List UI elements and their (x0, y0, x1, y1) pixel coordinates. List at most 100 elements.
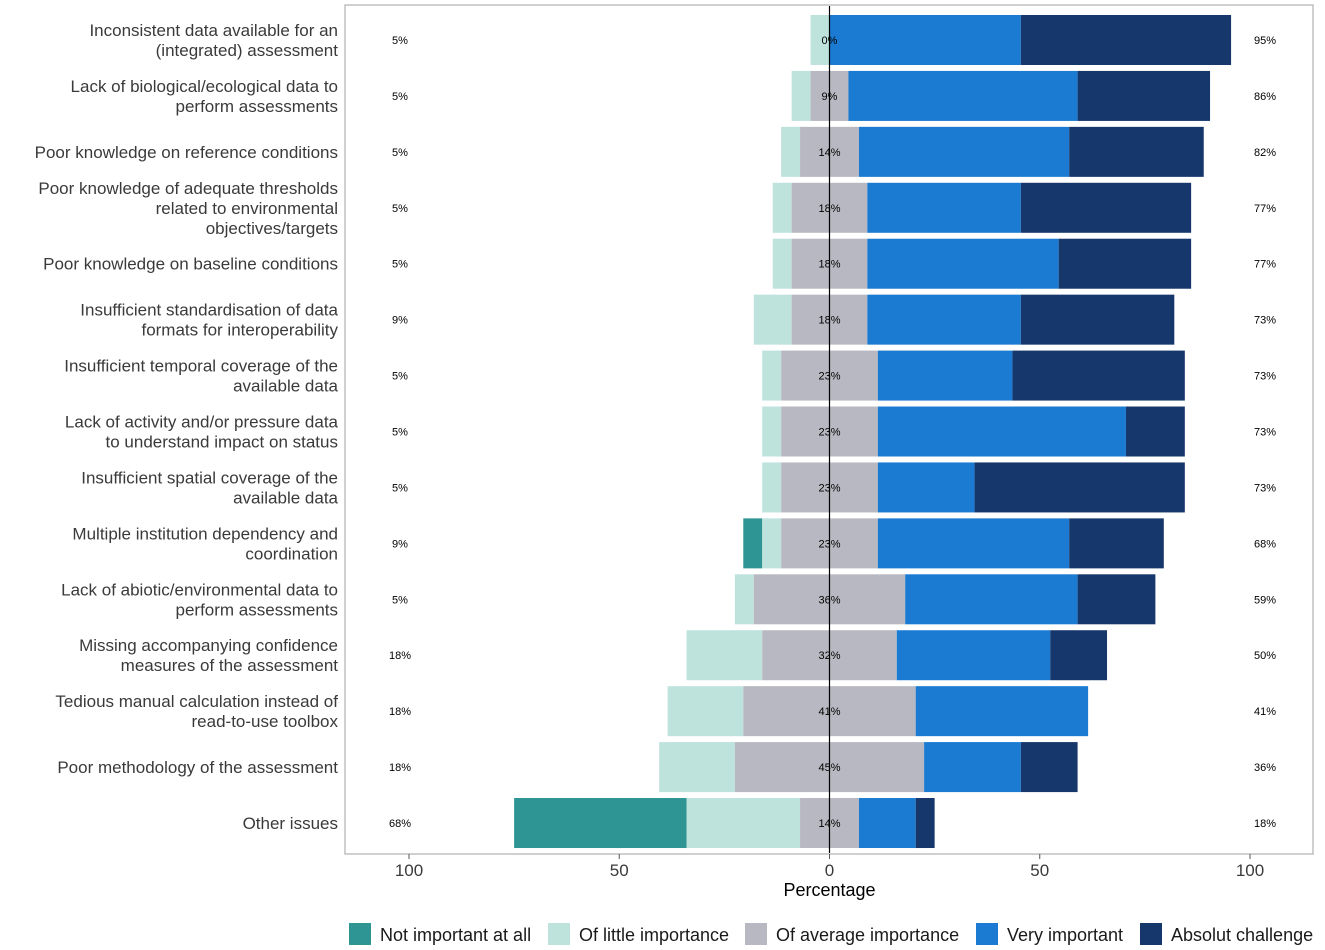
bar-5-segment-5 (1058, 238, 1192, 289)
mid-percent-label: 23% (818, 482, 840, 494)
low-percent-label: 18% (389, 762, 411, 774)
category-label: Inconsistent data available for an (integ… (89, 21, 338, 60)
x-tick-label: 50 (1030, 861, 1049, 880)
bar-4-segment-4 (867, 182, 1021, 233)
low-percent-label: 5% (392, 594, 408, 606)
low-percent-label: 5% (392, 259, 408, 271)
mid-percent-label: 0% (822, 35, 838, 47)
bar-8-segment-4 (877, 406, 1126, 457)
high-percent-label: 77% (1254, 203, 1276, 215)
low-percent-label: 68% (389, 818, 411, 830)
bar-14-segment-5 (1020, 742, 1078, 793)
bar-9-segment-4 (877, 462, 975, 513)
bar-10-segment-4 (877, 518, 1070, 569)
low-percent-label: 18% (389, 650, 411, 662)
legend-label: Of little importance (579, 925, 729, 945)
bar-11-segment-5 (1077, 574, 1156, 625)
low-percent-label: 5% (392, 371, 408, 383)
mid-percent-label: 14% (818, 818, 840, 830)
category-label: Tedious manual calculation instead of rea… (55, 692, 338, 731)
mid-percent-label: 23% (818, 427, 840, 439)
low-percent-label: 9% (392, 538, 408, 550)
category-label: Poor knowledge of adequate thresholds rel… (38, 179, 338, 238)
low-percent-label: 5% (392, 482, 408, 494)
bar-4-segment-2 (772, 182, 792, 233)
bar-12-segment-2 (686, 630, 763, 681)
bar-7-segment-4 (877, 350, 1013, 401)
category-label: Other issues (243, 814, 338, 833)
high-percent-label: 73% (1254, 482, 1276, 494)
bar-15-segment-2 (686, 798, 801, 849)
mid-percent-label: 32% (818, 650, 840, 662)
high-percent-label: 86% (1254, 91, 1276, 103)
bar-4-segment-5 (1020, 182, 1192, 233)
mid-percent-label: 18% (818, 315, 840, 327)
high-percent-label: 41% (1254, 706, 1276, 718)
legend-swatch (976, 923, 998, 945)
high-percent-label: 73% (1254, 315, 1276, 327)
mid-percent-label: 14% (818, 147, 840, 159)
bar-5-segment-2 (772, 238, 792, 289)
legend-label: Not important at all (380, 925, 531, 945)
legend-label: Absolut challenge (1171, 925, 1313, 945)
mid-percent-label: 18% (818, 259, 840, 271)
labels-layer: Inconsistent data available for an (integ… (35, 21, 1277, 833)
legend-swatch (745, 923, 767, 945)
mid-percent-label: 18% (818, 203, 840, 215)
bar-6-segment-2 (753, 294, 792, 345)
legend-swatch (349, 923, 371, 945)
mid-percent-label: 41% (818, 706, 840, 718)
high-percent-label: 73% (1254, 371, 1276, 383)
bar-14-segment-2 (659, 742, 735, 793)
bar-13-segment-2 (667, 686, 744, 737)
x-axis: 100 50 0 50 100 (395, 854, 1264, 880)
bar-7-segment-2 (762, 350, 782, 401)
category-label: Insufficient spatial coverage of the avai… (81, 468, 338, 507)
low-percent-label: 9% (392, 315, 408, 327)
bar-8-segment-2 (762, 406, 782, 457)
x-tick-label: 100 (1236, 861, 1264, 880)
category-label: Lack of abiotic/environmental data to per… (61, 580, 338, 619)
bar-5-segment-4 (867, 238, 1059, 289)
bar-1-segment-5 (1020, 15, 1232, 65)
bar-6-segment-4 (867, 294, 1021, 345)
category-label: Poor methodology of the assessment (57, 758, 338, 777)
high-percent-label: 95% (1254, 35, 1276, 47)
category-label: Lack of activity and/or pressure data to … (65, 413, 339, 452)
bar-15-segment-5 (915, 798, 935, 849)
bar-1-segment-4 (829, 15, 1021, 65)
high-percent-label: 36% (1254, 762, 1276, 774)
bar-11-segment-2 (734, 574, 754, 625)
bar-13-segment-4 (915, 686, 1089, 737)
mid-percent-label: 45% (818, 762, 840, 774)
high-percent-label: 59% (1254, 594, 1276, 606)
x-axis-title: Percentage (783, 880, 875, 900)
mid-percent-label: 23% (818, 371, 840, 383)
bar-8-segment-5 (1125, 406, 1185, 457)
high-percent-label: 77% (1254, 259, 1276, 271)
bar-2-segment-4 (848, 70, 1078, 121)
bar-6-segment-5 (1020, 294, 1175, 345)
x-tick-label: 0 (825, 861, 834, 880)
legend-label: Very important (1007, 925, 1123, 945)
bar-2-segment-5 (1077, 70, 1211, 121)
bar-3-segment-5 (1069, 126, 1204, 177)
mid-percent-label: 23% (818, 538, 840, 550)
bar-3-segment-2 (781, 126, 801, 177)
category-label: Multiple institution dependency and coord… (72, 524, 338, 563)
high-percent-label: 18% (1254, 818, 1276, 830)
bar-9-segment-2 (762, 462, 782, 513)
high-percent-label: 50% (1254, 650, 1276, 662)
bar-9-segment-5 (974, 462, 1185, 513)
high-percent-label: 68% (1254, 538, 1276, 550)
x-tick-label: 100 (395, 861, 423, 880)
bar-10-segment-1 (743, 518, 763, 569)
high-percent-label: 82% (1254, 147, 1276, 159)
low-percent-label: 5% (392, 35, 408, 47)
low-percent-label: 18% (389, 706, 411, 718)
x-tick-label: 50 (610, 861, 629, 880)
category-label: Poor knowledge on reference conditions (35, 143, 338, 162)
bar-3-segment-4 (858, 126, 1070, 177)
legend-swatch (548, 923, 570, 945)
